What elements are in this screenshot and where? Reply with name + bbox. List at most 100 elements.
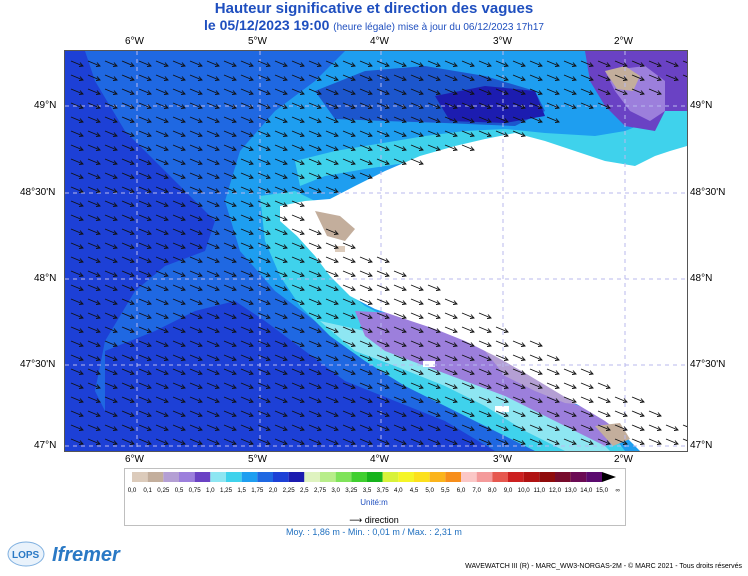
arrow-icon: ⟶ (349, 515, 363, 525)
scale-tick-label: 0,75 (188, 487, 201, 494)
wave-direction-arrow (495, 102, 509, 109)
scale-tick-label: 1,0 (206, 487, 215, 494)
wave-direction-arrow (478, 424, 492, 431)
wave-direction-arrowhead (554, 76, 560, 81)
wave-direction-arrowhead (486, 104, 492, 109)
wave-direction-arrowhead (95, 286, 101, 291)
wave-direction-arrowhead (537, 370, 543, 375)
wave-direction-arrow (427, 354, 441, 361)
wave-direction-arrowhead (571, 398, 577, 403)
wave-direction-arrowhead (146, 230, 152, 235)
wave-direction-arrowhead (605, 76, 611, 81)
wave-direction-arrowhead (469, 62, 475, 67)
wave-direction-arrowhead (418, 104, 424, 109)
wave-direction-arrow (376, 424, 390, 431)
wave-direction-arrow (308, 60, 322, 67)
wave-direction-arrowhead (316, 230, 322, 235)
wave-direction-arrowhead (299, 244, 305, 249)
wave-height-map[interactable] (64, 50, 688, 452)
scale-tick-label: 12,0 (548, 487, 562, 494)
wave-direction-arrow (495, 130, 509, 137)
wave-direction-arrow (155, 424, 169, 431)
wave-direction-arrow (444, 88, 458, 95)
wave-direction-arrow (104, 130, 118, 137)
wave-direction-arrow (529, 88, 543, 95)
wave-direction-arrowhead (520, 90, 526, 95)
wave-direction-arrowhead (333, 104, 339, 109)
wave-direction-arrow (325, 74, 339, 81)
wave-direction-arrowhead (78, 426, 84, 431)
wave-direction-arrow (291, 116, 305, 123)
wave-direction-arrowhead (299, 62, 305, 67)
wave-direction-arrowhead (367, 426, 373, 431)
wave-direction-arrowhead (231, 216, 237, 221)
wave-direction-arrow (376, 382, 390, 389)
wave-direction-arrow (359, 144, 373, 151)
wave-direction-arrow (359, 424, 373, 431)
wave-direction-arrowhead (129, 188, 135, 193)
wave-direction-arrow (138, 438, 152, 445)
wave-direction-arrowhead (452, 370, 458, 375)
wave-direction-arrowhead (333, 132, 339, 137)
wave-direction-arrow (70, 242, 84, 249)
wave-direction-arrowhead (282, 118, 288, 123)
wave-direction-arrowhead (333, 76, 339, 81)
wave-direction-arrowhead (656, 62, 662, 67)
wave-direction-arrowhead (180, 76, 186, 81)
wave-direction-arrow (104, 284, 118, 291)
wave-direction-arrow (70, 270, 84, 277)
wave-direction-arrowhead (265, 398, 271, 403)
wave-direction-arrowhead (435, 412, 441, 417)
wave-direction-arrow (512, 102, 526, 109)
wave-direction-arrowhead (180, 272, 186, 277)
wave-direction-arrowhead (299, 314, 305, 319)
wave-direction-arrow (308, 396, 322, 403)
wave-direction-arrowhead (95, 440, 101, 445)
wave-direction-arrowhead (418, 132, 424, 137)
wave-direction-arrow (87, 382, 101, 389)
wave-direction-arrow (648, 88, 662, 95)
wave-direction-arrow (206, 242, 220, 249)
wave-direction-arrow (70, 396, 84, 403)
color-swatch (523, 472, 540, 482)
wave-direction-arrowhead (520, 76, 526, 81)
wave-direction-arrowhead (384, 328, 390, 333)
wave-direction-arrowhead (112, 286, 118, 291)
wave-direction-arrow (461, 340, 475, 347)
wave-direction-arrowhead (486, 328, 492, 333)
wave-direction-arrow (274, 256, 288, 263)
wave-direction-arrowhead (469, 370, 475, 375)
wave-direction-arrowhead (197, 356, 203, 361)
wave-direction-arrowhead (248, 398, 254, 403)
wave-direction-arrowhead (350, 272, 356, 277)
wave-direction-arrow (393, 158, 407, 165)
wave-direction-arrow (359, 256, 373, 263)
wave-direction-arrowhead (367, 356, 373, 361)
wave-direction-arrowhead (214, 272, 220, 277)
wave-direction-arrowhead (146, 90, 152, 95)
wave-direction-arrowhead (248, 62, 254, 67)
wave-direction-arrowhead (605, 90, 611, 95)
wave-direction-arrow (376, 270, 390, 277)
wave-direction-arrow (342, 396, 356, 403)
wave-direction-arrowhead (248, 328, 254, 333)
wave-direction-arrow (223, 354, 237, 361)
date-label: le 05/12/2023 19:00 (204, 17, 330, 33)
color-scale-labels: 0,0 0,1 0,25 0,5 0,75 1,0 1,25 1,5 1,75 2,0 2,25 2,… (128, 487, 624, 497)
wave-direction-arrowhead (78, 230, 84, 235)
wave-direction-arrow (87, 74, 101, 81)
wave-direction-arrow (70, 228, 84, 235)
wave-direction-arrowhead (503, 426, 509, 431)
wave-direction-arrowhead (333, 230, 339, 235)
color-swatch (429, 472, 446, 482)
scale-tick-label: 1,75 (251, 487, 264, 494)
wave-direction-arrow (172, 158, 186, 165)
wave-direction-arrowhead (180, 188, 186, 193)
wave-direction-arrowhead (673, 440, 679, 445)
wave-direction-arrow (240, 312, 254, 319)
wave-direction-arrow (393, 298, 407, 305)
wave-direction-arrowhead (282, 370, 288, 375)
wave-direction-arrow (597, 396, 611, 403)
wave-direction-arrow (478, 130, 492, 137)
wave-direction-arrow (427, 144, 441, 151)
